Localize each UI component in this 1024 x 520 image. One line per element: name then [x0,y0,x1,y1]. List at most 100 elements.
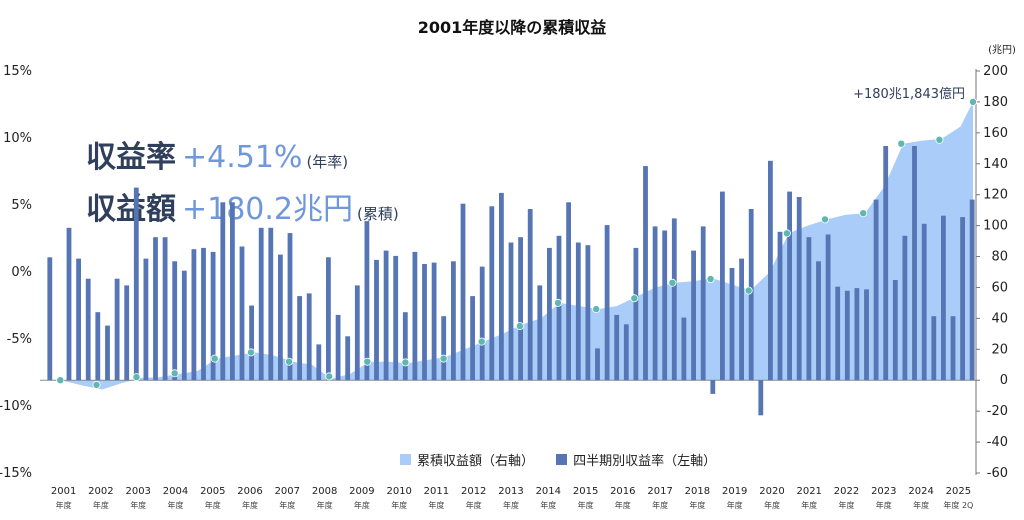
cumulative-marker [859,209,868,218]
x-axis-sub-label: 年度 [540,500,556,510]
left-axis-tick-label: -10% [0,399,32,414]
quarterly-return-bar [864,289,869,381]
right-axis-tick-label: 20 [991,342,1008,357]
quarterly-return-bar [210,251,216,381]
cumulative-marker [56,376,65,385]
right-axis-tick-label: 0 [1000,373,1008,388]
quarterly-return-bar [297,296,302,381]
right-axis-tick-label: 100 [983,219,1008,234]
quarterly-return-bar [316,344,322,381]
quarterly-return-bar [335,314,341,381]
quarterly-return-bar [566,202,571,381]
quarterly-return-bar [451,261,456,381]
legend-item-quarterly: 四半期別収益率（左軸） [556,450,716,469]
cumulative-marker [477,337,486,346]
quarterly-return-bar [633,247,639,381]
cumulative-marker [969,97,978,106]
right-axis-tick-label: -40 [987,435,1008,450]
return-amount-label: 収益額 [86,192,176,227]
quarterly-return-bar [662,230,668,381]
quarterly-return-bar [825,234,831,381]
quarterly-return-bar [527,209,533,381]
quarterly-return-bar [374,259,379,381]
quarterly-return-bar [854,288,860,381]
quarterly-return-bar [787,191,792,381]
quarterly-return-bar [249,305,254,381]
quarterly-return-bar [306,293,312,381]
quarterly-return-bar [739,258,744,381]
quarterly-return-bar [47,257,53,381]
x-axis-year-label: 2020 [759,486,784,497]
quarterly-return-bar [758,380,764,416]
left-axis-tick-label: 10% [3,131,32,146]
x-axis-year-label: 2021 [796,486,821,497]
cumulative-marker [170,369,179,378]
quarterly-return-bar [931,316,937,381]
quarterly-return-bar [172,261,178,381]
x-axis-sub-label: 年度 [839,500,855,510]
x-axis-sub-label: 年度 [876,500,892,510]
x-axis-sub-label: 年度 [428,500,444,510]
x-axis-year-label: 2017 [647,486,672,497]
quarterly-return-bar [287,233,293,381]
quarterly-return-bar [85,278,91,381]
chart-title: 2001年度以降の累積収益 [417,18,607,37]
x-axis-sub-label: 年度 [168,500,184,510]
x-axis-year-label: 2013 [498,486,523,497]
quarterly-return-bar [230,202,235,381]
legend-label-cumulative: 累積収益額（右軸） [417,454,535,469]
right-axis-tick-label: 140 [983,157,1008,172]
quarterly-return-bar [873,199,879,381]
quarterly-return-bar [153,237,158,381]
legend-item-cumulative: 累積収益額（右軸） [400,450,534,469]
quarterly-return-bar [547,247,552,381]
quarterly-return-bar [364,221,370,381]
quarterly-return-bar [479,266,485,381]
x-axis-sub-label: 年度 [503,500,519,510]
x-axis-year-label: 2014 [536,486,561,497]
quarterly-return-bar [393,255,399,381]
quarterly-return-bar [268,227,274,381]
quarterly-return-bar [748,209,754,381]
return-rate-callout: 収益率 +4.51% (年率) [86,132,348,176]
cumulative-marker [515,322,524,331]
quarterly-return-bar [499,192,504,381]
quarterly-return-bar [720,191,725,381]
quarterly-return-bar [777,231,783,381]
quarterly-return-bar [969,199,975,381]
cumulative-marker [132,373,141,382]
return-amount-value: +180.2兆円 [182,192,354,227]
quarterly-return-bar [950,316,956,381]
right-axis-unit: (兆円) [988,44,1016,56]
x-axis-sub-label: 年度 [578,500,594,510]
quarterly-return-bar [902,235,908,381]
quarterly-return-bar [124,285,130,381]
cumulative-marker [744,286,753,295]
quarterly-return-bar [960,217,965,381]
quarterly-return-bar [575,242,581,381]
quarterly-return-bar [681,317,687,381]
x-axis-year-label: 2019 [722,486,747,497]
quarterly-return-bar [460,203,466,381]
quarterly-return-bar [191,249,197,381]
x-axis-sub-label: 年度 [764,500,780,510]
x-axis-sub-label: 年度 [913,500,929,510]
quarterly-return-bar [835,286,841,381]
quarterly-return-bar [518,237,523,381]
quarterly-return-bar [181,270,187,381]
quarterly-return-bar [710,380,716,394]
quarterly-return-bar [604,225,610,381]
left-axis-tick-label: 5% [11,198,32,213]
cumulative-marker [782,229,791,238]
cumulative-total-annotation: +180兆1,843億円 [853,86,965,102]
legend-swatch-area [400,454,411,465]
quarterly-return-bar [143,258,149,381]
cumulative-marker [363,357,372,366]
quarterly-return-bar [671,218,677,381]
quarterly-return-bar [643,166,648,381]
x-axis-year-label: 2024 [908,486,933,497]
quarterly-return-bar [239,246,245,381]
x-axis-sub-label: 年度 [689,500,705,510]
x-axis-sub-label: 年度 [801,500,817,510]
quarterly-return-bar [796,197,802,381]
